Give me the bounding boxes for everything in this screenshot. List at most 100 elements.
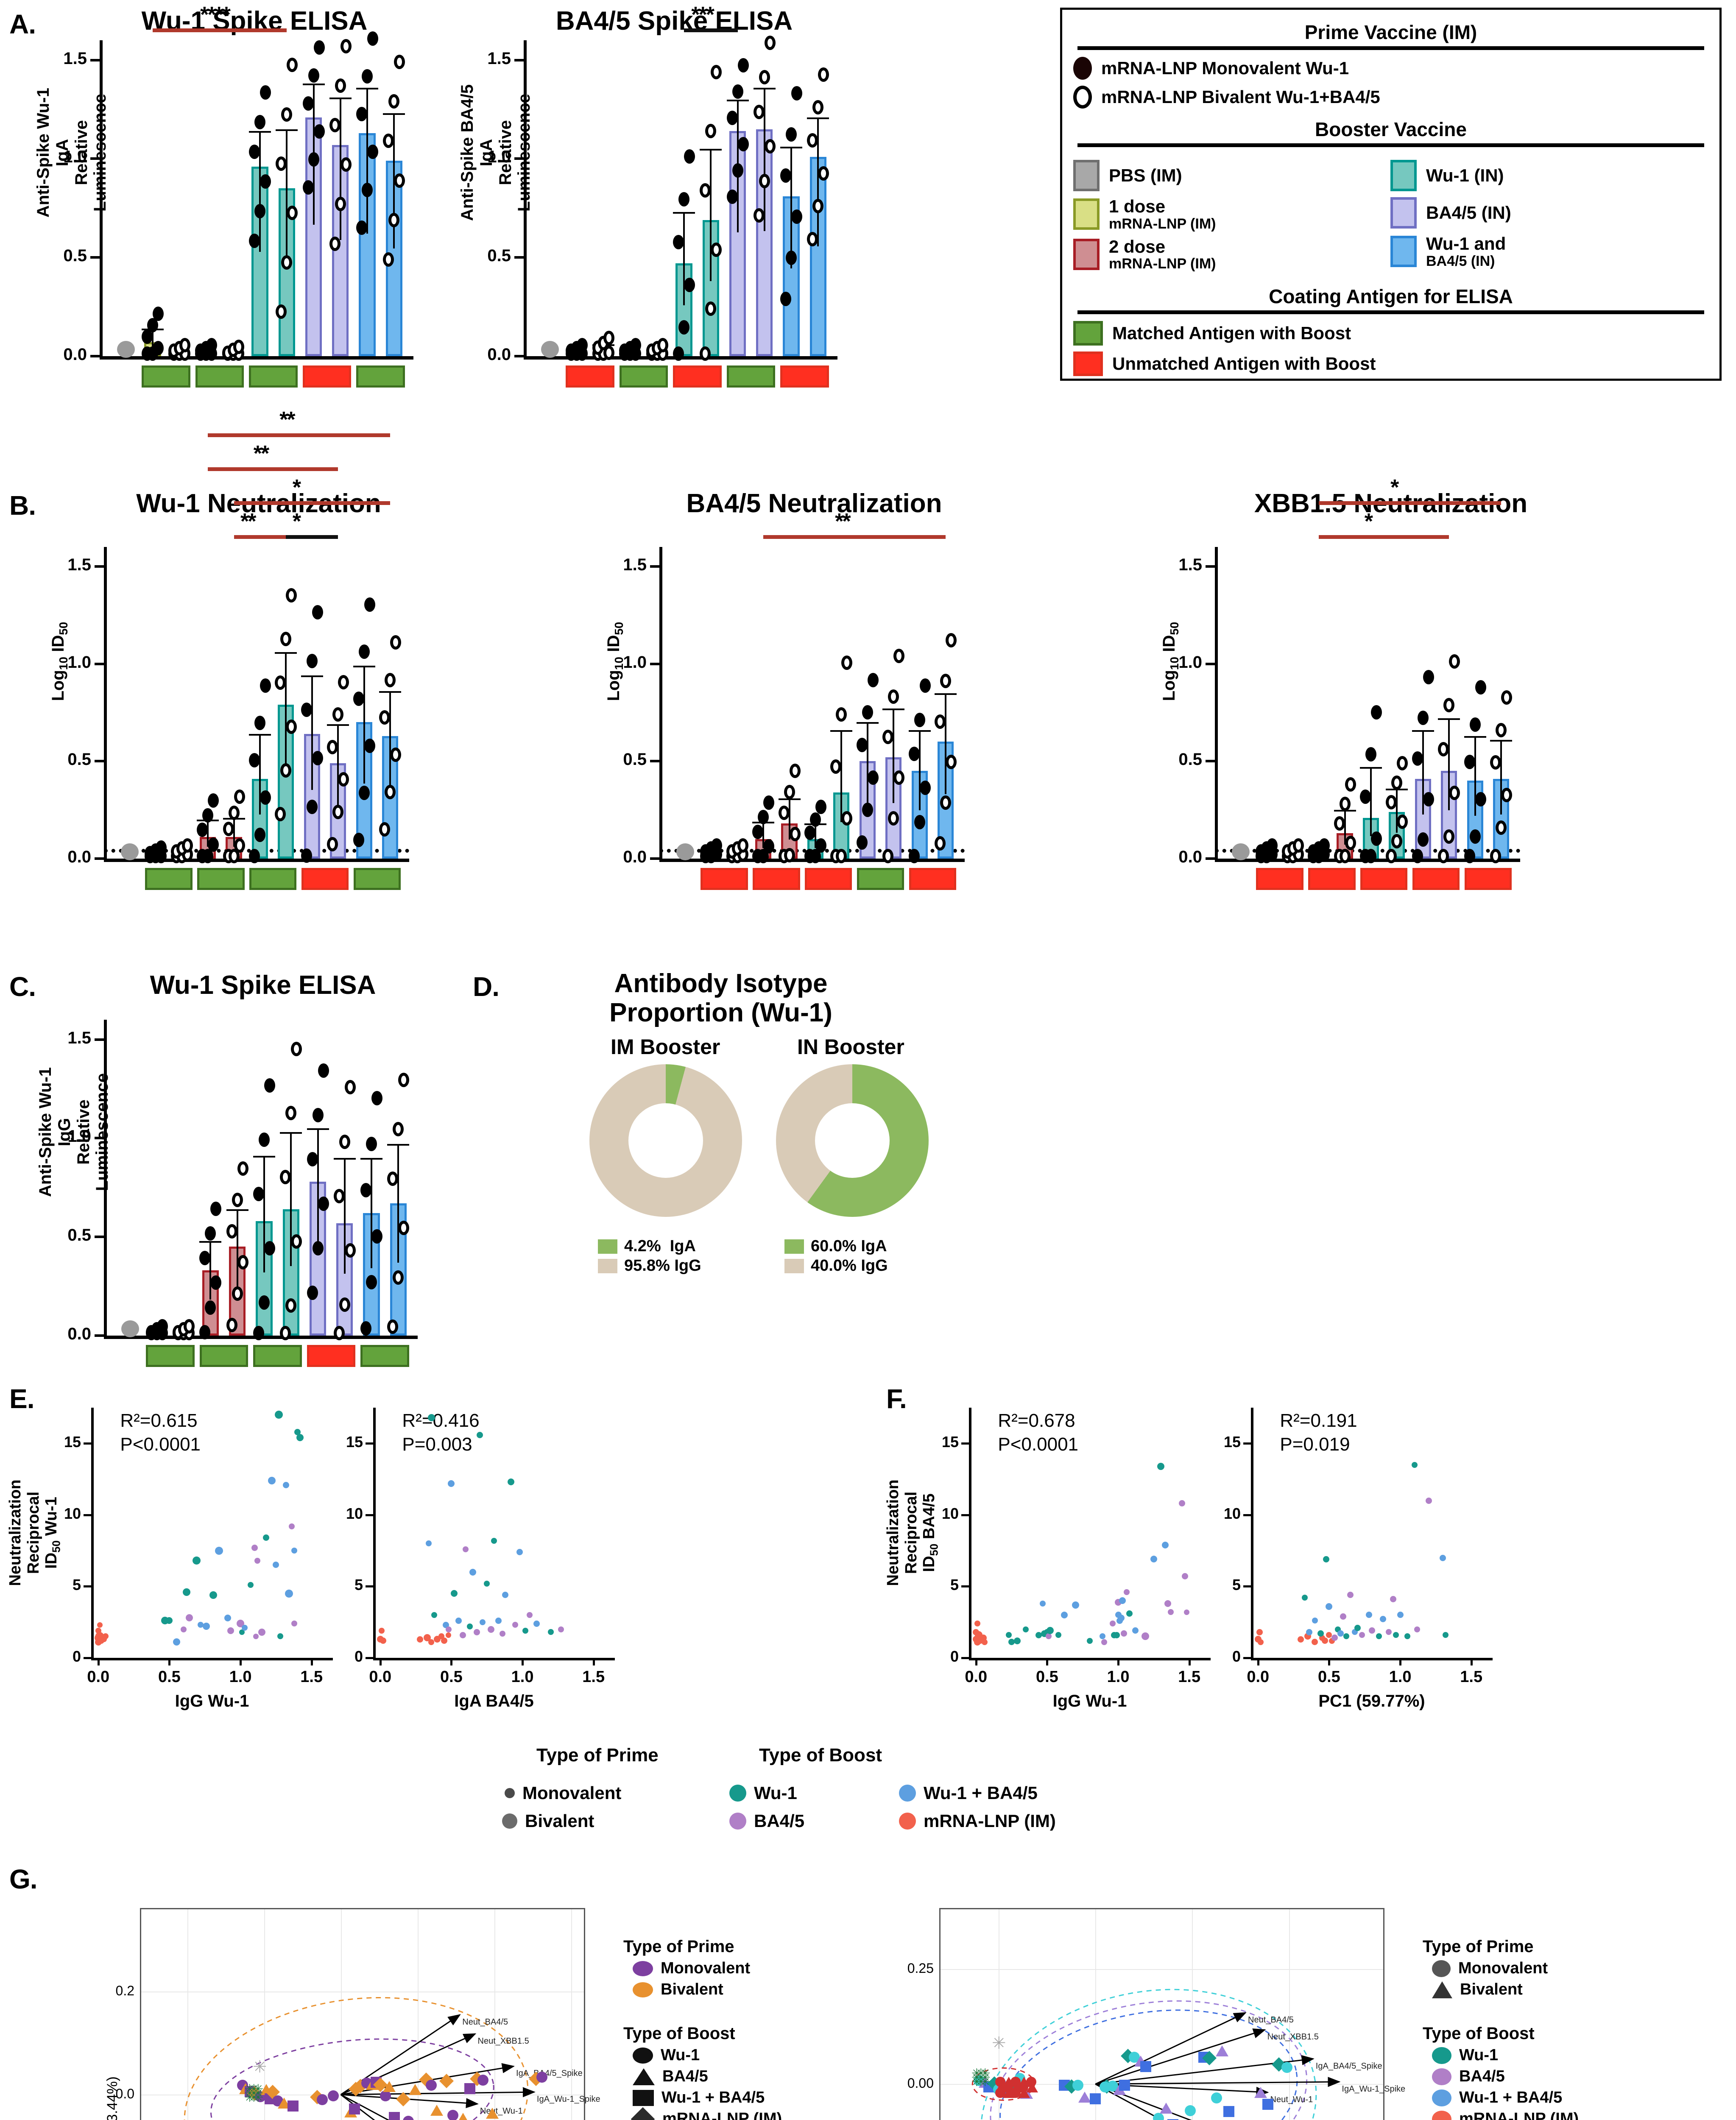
- y-tick-label: 0.5: [67, 1226, 91, 1245]
- y-tick-mark: [650, 857, 659, 860]
- scatter-point: [467, 1623, 473, 1629]
- data-point: [366, 1137, 377, 1152]
- data-point: [1371, 831, 1382, 846]
- data-point: [353, 691, 364, 706]
- y-tick-label: 15: [1223, 1433, 1241, 1451]
- data-point: [1345, 836, 1356, 851]
- dot-wu1-icon: [729, 1785, 746, 1802]
- error-bar-cap: [276, 129, 298, 131]
- error-bar-cap: [302, 84, 325, 86]
- data-point: [364, 597, 375, 612]
- data-point: [181, 838, 193, 853]
- chart-title-c1: Wu-1 Spike ELISA: [150, 971, 376, 1000]
- control-1dose-marker: ✳: [244, 2082, 255, 2097]
- swatch-unmatched-antigen-icon: [1073, 351, 1103, 377]
- data-point: [360, 1321, 372, 1336]
- data-point: [313, 40, 325, 55]
- x-tick-label: 1.5: [1460, 1668, 1483, 1686]
- significance-stars: *: [1364, 509, 1373, 534]
- x-tick-mark: [450, 1658, 453, 1665]
- pca-left-prime-monovalent: Monovalent: [623, 1959, 886, 1978]
- scatter-point: [251, 1544, 258, 1551]
- data-point: [818, 67, 829, 82]
- pca-data-point: [1090, 2093, 1101, 2105]
- loading-vector-label: Neut_Wu-1: [1270, 2095, 1313, 2104]
- pca-right-boost-heading: Type of Boost: [1423, 2024, 1535, 2043]
- y-tick-label: 0: [354, 1648, 363, 1665]
- data-point: [758, 810, 769, 825]
- scatter-point: [1100, 1633, 1106, 1640]
- x-tick-mark: [1117, 1658, 1120, 1665]
- significance-stars: ****: [200, 3, 231, 27]
- loading-vector: [1095, 2084, 1163, 2120]
- data-point: [398, 1221, 410, 1236]
- data-point: [764, 139, 776, 154]
- scatter-point: [247, 1582, 254, 1588]
- scatter-plot-igg-wu1-f: 0 5 10 15 0.0 0.5 1.0 1.5 R²=0.191 P=0.019: [1224, 1408, 1493, 1686]
- error-bar-cap: [387, 1144, 410, 1146]
- antigen-indicator-box: [195, 365, 244, 388]
- panel-d-title: Antibody Isotype Proportion (Wu-1): [609, 969, 832, 1028]
- data-point-pbs: [120, 843, 139, 860]
- legend-booster-item-2dose: 2 dose mRNA-LNP (IM): [1073, 237, 1370, 271]
- pca-right-prime-bivalent: Bivalent: [1423, 1981, 1719, 1999]
- scatter-legend-boost-items-col2: Wu-1 + BA4/5 mRNA-LNP (IM): [899, 1783, 1056, 1831]
- pca-left-boost-label-2: Wu-1 + BA4/5: [661, 2089, 765, 2106]
- y-axis-label-e: Neutralization Reciprocal ID50 Wu-1: [6, 1479, 63, 1586]
- scatter-point: [1411, 1462, 1418, 1468]
- data-point: [340, 39, 352, 53]
- data-point: [1438, 742, 1449, 756]
- y-tick-label: 0: [72, 1648, 81, 1665]
- data-point: [1496, 722, 1507, 737]
- x-tick-label: 0.5: [1035, 1668, 1058, 1686]
- scatter-legend-prime-items: Monovalent Bivalent: [502, 1783, 621, 1831]
- data-point: [360, 1183, 372, 1197]
- scatter-point: [1386, 1629, 1392, 1635]
- bar-chart-wu1-spike-elisa-iga: 0.00.51.01.5************************: [63, 3, 413, 396]
- error-bar: [343, 1158, 346, 1274]
- scatter-legend-prime-label-1: Bivalent: [525, 1811, 594, 1831]
- data-point: [673, 346, 684, 361]
- y-tick-mark: [366, 1514, 373, 1516]
- data-point: [753, 208, 765, 223]
- data-point: [260, 678, 271, 693]
- scatter-point: [1297, 1636, 1304, 1643]
- p-value-annotation: P<0.0001: [120, 1434, 201, 1455]
- scatter-point: [182, 1588, 190, 1596]
- confidence-ellipse: [210, 2038, 494, 2120]
- y-tick-mark: [1243, 1657, 1251, 1659]
- x-tick-mark: [168, 1658, 171, 1665]
- data-point: [1490, 849, 1502, 863]
- y-tick-mark: [514, 157, 524, 160]
- data-point: [684, 277, 695, 292]
- scatter-point: [173, 1638, 180, 1646]
- data-point: [312, 605, 323, 619]
- donut-in-iga-pct: 60.0%: [811, 1237, 857, 1255]
- error-bar: [389, 691, 391, 791]
- legend-booster-item-1dose: 1 dose mRNA-LNP (IM): [1073, 197, 1370, 232]
- data-point: [705, 301, 717, 316]
- scatter-point: [1114, 1632, 1120, 1638]
- y-tick-mark: [90, 355, 100, 357]
- donut-legend-im-iga: 4.2% IgA: [598, 1237, 701, 1255]
- data-point: [946, 755, 957, 770]
- data-point-pbs: [121, 1320, 139, 1337]
- x-axis-label-f2: PC1 (59.77%): [1318, 1692, 1425, 1710]
- y-tick-mark: [1243, 1442, 1251, 1445]
- scatter-point: [1321, 1637, 1328, 1644]
- y-axis-line: [104, 1020, 107, 1336]
- legend-prime-label-1: mRNA-LNP Bivalent Wu-1+BA4/5: [1101, 86, 1380, 107]
- donut-legend-in-igg: 40.0% IgG: [784, 1257, 888, 1275]
- data-point: [291, 1041, 302, 1056]
- data-point: [786, 251, 797, 265]
- x-tick-label: 0.0: [965, 1668, 988, 1686]
- y-tick-label: 15: [941, 1433, 959, 1451]
- scatter-point: [185, 1614, 193, 1622]
- pca-data-point: [447, 2109, 458, 2120]
- donut-legend-in-iga: 60.0% IgA: [784, 1237, 888, 1255]
- p-value-annotation: P<0.0001: [998, 1434, 1079, 1455]
- control-1dose-marker: ✳: [975, 2070, 986, 2085]
- data-point: [914, 712, 925, 727]
- y-tick-label: 0: [1232, 1648, 1241, 1665]
- legend-coating-item-matched: Matched Antigen with Boost: [1073, 321, 1708, 346]
